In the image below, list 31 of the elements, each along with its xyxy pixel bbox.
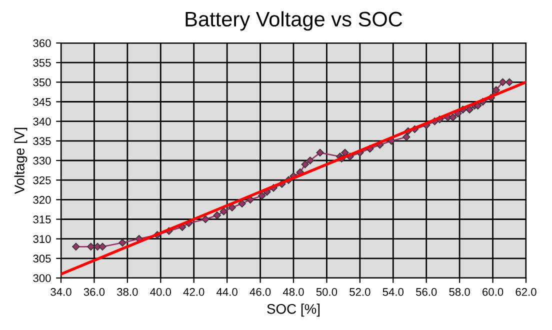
x-tick-label: 58.0 xyxy=(449,288,470,296)
x-tick-label: 46.0 xyxy=(250,288,271,296)
y-tick-label: 300 xyxy=(33,274,51,282)
x-tick-label: 42.0 xyxy=(183,288,204,296)
x-tick-label: 38.0 xyxy=(117,288,138,296)
x-tick-label: 62.0 xyxy=(516,288,536,296)
y-tick-label: 310 xyxy=(33,235,51,243)
x-tick-label: 36.0 xyxy=(84,288,105,296)
x-tick-label: 48.0 xyxy=(282,288,304,296)
y-tick-label: 325 xyxy=(33,176,51,184)
y-axis-title: Voltage [V] xyxy=(14,128,28,194)
x-tick-label: 40.0 xyxy=(150,288,172,296)
y-tick-label: 345 xyxy=(33,98,51,106)
x-tick-label: 60.0 xyxy=(482,288,504,296)
y-tick-label: 350 xyxy=(33,78,51,86)
x-tick-label: 44.0 xyxy=(216,288,238,296)
y-tick-label: 355 xyxy=(33,58,51,67)
y-tick-label: 315 xyxy=(33,216,51,224)
x-tick-label: 56.0 xyxy=(416,288,437,296)
x-axis-title: SOC [%] xyxy=(267,304,320,317)
y-tick-label: 360 xyxy=(33,39,51,48)
chart-title: Battery Voltage vs SOC xyxy=(186,11,402,31)
y-tick-label: 330 xyxy=(33,156,51,165)
x-tick-label: 34.0 xyxy=(50,288,72,296)
x-tick-label: 52.0 xyxy=(350,288,370,296)
x-tick-label: 50.0 xyxy=(316,288,338,296)
x-tick-label: 54.0 xyxy=(382,288,404,296)
y-tick-label: 335 xyxy=(33,137,51,146)
y-tick-label: 340 xyxy=(33,118,51,126)
y-tick-label: 320 xyxy=(33,196,51,204)
y-tick-label: 305 xyxy=(33,254,51,263)
